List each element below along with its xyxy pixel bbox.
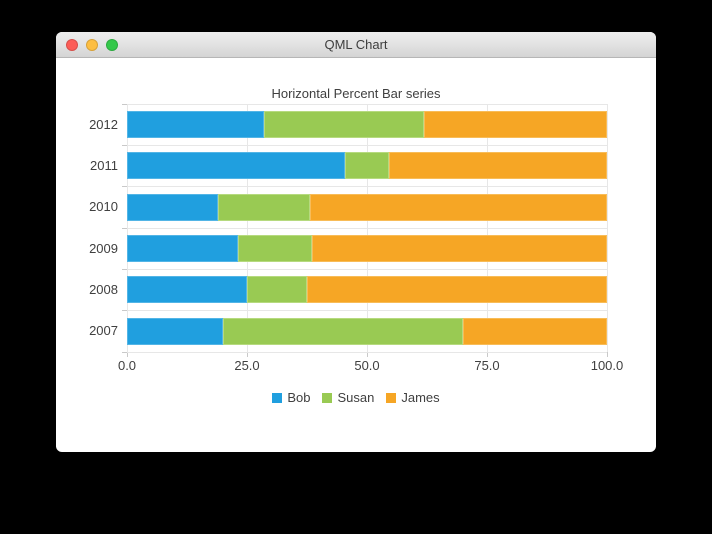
window-title: QML Chart bbox=[324, 37, 388, 52]
x-axis-tick bbox=[606, 352, 608, 357]
bar-segment-james bbox=[309, 193, 607, 221]
bar-segment-bob bbox=[127, 235, 238, 263]
minimize-button[interactable] bbox=[86, 38, 98, 51]
gridline-horizontal bbox=[127, 227, 607, 229]
gridline-horizontal bbox=[127, 268, 607, 270]
bar-segment-james bbox=[311, 235, 607, 263]
percent-bar bbox=[127, 111, 607, 139]
plot-area bbox=[122, 103, 608, 357]
bar-segment-bob bbox=[127, 276, 247, 304]
percent-bar bbox=[127, 193, 607, 221]
y-axis-label: 2008 bbox=[89, 282, 118, 297]
legend-item: Susan bbox=[322, 390, 374, 405]
chart-title: Horizontal Percent Bar series bbox=[271, 86, 441, 101]
x-axis-tick bbox=[486, 352, 488, 357]
bar-segment-bob bbox=[127, 111, 265, 139]
x-axis-label: 0.0 bbox=[117, 358, 137, 373]
bar-segment-bob bbox=[127, 152, 346, 180]
y-axis-tick bbox=[122, 144, 127, 146]
traffic-lights bbox=[66, 32, 118, 57]
legend-item: James bbox=[386, 390, 440, 405]
gridline-vertical bbox=[606, 104, 608, 352]
x-axis-labels: 0.0 25.0 50.0 75.0 100.0 bbox=[118, 358, 623, 374]
percent-bar bbox=[127, 152, 607, 180]
legend-label: James bbox=[401, 390, 440, 405]
percent-bar bbox=[127, 276, 607, 304]
bar-row bbox=[127, 145, 607, 186]
bar-segment-susan bbox=[237, 235, 312, 263]
bar-segment-bob bbox=[127, 193, 219, 221]
x-axis-label: 50.0 bbox=[354, 358, 380, 373]
chart-legend: Bob Susan James bbox=[56, 390, 656, 405]
bar-segment-susan bbox=[264, 111, 425, 139]
y-axis-tick bbox=[122, 227, 127, 229]
bar-segment-susan bbox=[345, 152, 389, 180]
legend-item: Bob bbox=[272, 390, 310, 405]
bar-segment-susan bbox=[247, 276, 307, 304]
y-axis-label: 2007 bbox=[89, 323, 118, 339]
y-axis-tick bbox=[122, 310, 127, 312]
y-axis-tick bbox=[122, 186, 127, 188]
gridline-horizontal bbox=[127, 144, 607, 146]
y-axis-labels: 2012 2011 2010 2009 2008 2007 bbox=[56, 104, 118, 352]
y-axis-label: 2012 bbox=[89, 116, 118, 132]
x-axis-tick bbox=[366, 352, 368, 357]
chart-canvas: Horizontal Percent Bar series 2012 2011 20… bbox=[56, 58, 656, 451]
bar-segment-bob bbox=[127, 317, 223, 345]
gridline-horizontal bbox=[127, 103, 607, 105]
y-axis-label: 2011 bbox=[90, 158, 118, 173]
x-axis-label: 75.0 bbox=[474, 358, 500, 373]
y-axis-tick bbox=[122, 103, 127, 105]
legend-marker-bob bbox=[272, 392, 283, 403]
window-titlebar[interactable]: QML Chart bbox=[56, 32, 656, 58]
y-axis-tick bbox=[122, 268, 127, 270]
x-axis-tick bbox=[126, 352, 128, 357]
gridline-horizontal bbox=[127, 186, 607, 188]
zoom-button[interactable] bbox=[106, 38, 118, 51]
bar-row bbox=[127, 187, 607, 228]
legend-marker-susan bbox=[322, 392, 333, 403]
x-axis-label: 100.0 bbox=[590, 358, 624, 373]
bar-row bbox=[127, 311, 607, 352]
y-axis-label: 2010 bbox=[89, 199, 118, 215]
legend-label: Susan bbox=[337, 390, 375, 405]
bar-row bbox=[127, 104, 607, 145]
qml-chart-window: QML Chart Horizontal Percent Bar series … bbox=[56, 32, 656, 452]
x-axis-tick bbox=[246, 352, 248, 357]
bar-segment-james bbox=[463, 317, 607, 345]
percent-bar bbox=[127, 317, 607, 345]
gridline-horizontal bbox=[127, 351, 607, 353]
bar-segment-susan bbox=[218, 193, 310, 221]
bar-segment-susan bbox=[223, 317, 463, 345]
x-axis-label: 25.0 bbox=[234, 358, 260, 373]
bar-row bbox=[127, 269, 607, 310]
legend-marker-james bbox=[386, 392, 397, 403]
bar-segment-james bbox=[424, 111, 607, 139]
legend-label: Bob bbox=[287, 390, 311, 405]
y-axis-tick bbox=[122, 351, 127, 353]
y-axis-label: 2009 bbox=[89, 240, 118, 256]
bar-segment-james bbox=[388, 152, 607, 180]
percent-bar bbox=[127, 235, 607, 263]
close-button[interactable] bbox=[66, 38, 78, 51]
bar-row bbox=[127, 228, 607, 269]
bar-segment-james bbox=[307, 276, 607, 304]
gridline-horizontal bbox=[127, 310, 607, 312]
